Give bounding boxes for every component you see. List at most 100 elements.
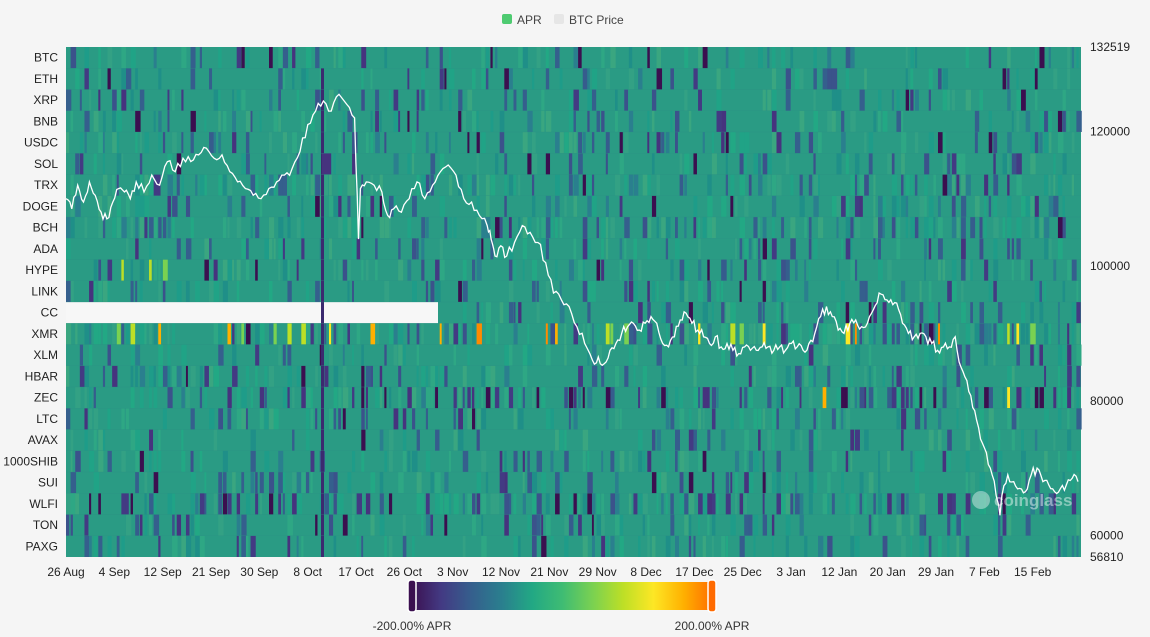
heatmap-cell: [328, 323, 332, 345]
heatmap-cell: [116, 323, 121, 345]
heatmap-cell: [711, 217, 716, 239]
heatmap-cell: [550, 302, 554, 324]
heatmap-cell: [979, 89, 983, 111]
heatmap-cell: [347, 259, 351, 281]
heatmap-cell: [965, 89, 971, 111]
heatmap-cell: [185, 514, 190, 536]
legend-item-apr[interactable]: APR: [502, 13, 542, 27]
heatmap-cell: [573, 132, 577, 154]
heatmap-cell: [269, 408, 275, 430]
heatmap-cell: [933, 174, 936, 196]
heatmap-cell: [725, 302, 731, 324]
heatmap-cell: [794, 323, 800, 345]
heatmap-cell: [988, 195, 992, 217]
heatmap-cell: [836, 323, 841, 345]
heatmap-cell: [670, 408, 675, 430]
heatmap-cell: [1048, 493, 1054, 515]
heatmap-cell: [813, 47, 817, 69]
heatmap-cell: [785, 514, 791, 536]
heatmap-cell: [125, 514, 132, 536]
visual-map-max-handle[interactable]: [707, 579, 717, 613]
heatmap-cell: [924, 174, 928, 196]
heatmap-cell: [130, 217, 134, 239]
heatmap-cell: [901, 408, 907, 430]
heatmap-cell: [176, 365, 182, 387]
heatmap-cell: [135, 132, 138, 154]
heatmap-cell: [896, 238, 901, 260]
heatmap-cell: [1044, 174, 1048, 196]
heatmap-cell: [421, 493, 425, 515]
heatmap-cell: [831, 408, 836, 430]
heatmap-cell: [1039, 387, 1044, 409]
heatmap-cell: [98, 89, 101, 111]
legend-item-btc-price[interactable]: BTC Price: [554, 13, 624, 27]
heatmap-cell: [707, 493, 713, 515]
heatmap-cell: [121, 535, 125, 557]
heatmap-cell: [758, 153, 761, 175]
heatmap-cell: [388, 89, 392, 111]
heatmap-cell: [255, 344, 260, 366]
coin-label: WLFI: [29, 497, 58, 511]
heatmap-cell: [495, 387, 500, 409]
heatmap-cell: [89, 535, 92, 557]
heatmap-cell: [550, 323, 556, 345]
heatmap-cell: [472, 174, 478, 196]
heatmap-cell: [914, 472, 920, 494]
heatmap-cell: [264, 408, 269, 430]
btc-price-tick-label: 60000: [1090, 529, 1124, 543]
heatmap-cell: [541, 217, 547, 239]
heatmap-cell: [748, 387, 754, 409]
heatmap-cell: [624, 365, 629, 387]
heatmap-cell: [1076, 323, 1080, 345]
heatmap-cell: [928, 280, 932, 302]
heatmap-cell: [564, 514, 570, 536]
heatmap-cell: [827, 493, 830, 515]
heatmap-cell: [301, 110, 306, 132]
heatmap-cell: [167, 195, 171, 217]
heatmap-cell: [458, 429, 464, 451]
heatmap-cell: [84, 514, 89, 536]
heatmap-cell: [545, 238, 550, 260]
heatmap-cell: [1039, 344, 1043, 366]
heatmap-cell: [808, 217, 812, 239]
heatmap-cell: [167, 387, 173, 409]
heatmap-cell: [135, 450, 140, 472]
heatmap-cell: [914, 132, 919, 154]
heatmap-cell: [864, 132, 867, 154]
heatmap-cell: [421, 217, 426, 239]
heatmap-cell: [93, 259, 98, 281]
heatmap-cell: [172, 535, 178, 557]
heatmap-cell: [573, 195, 578, 217]
heatmap-cell: [794, 365, 801, 387]
heatmap-cell: [716, 68, 721, 90]
heatmap-cell: [771, 110, 777, 132]
heatmap-cell: [421, 323, 424, 345]
visual-map-min-handle[interactable]: [407, 579, 417, 613]
heatmap-cell: [730, 302, 736, 324]
heatmap-cell: [619, 408, 622, 430]
heatmap-cell: [748, 514, 753, 536]
heatmap-cell: [651, 110, 655, 132]
heatmap-cell: [541, 89, 545, 111]
heatmap-cell: [75, 493, 79, 515]
heatmap-cell: [891, 323, 895, 345]
heatmap-cell: [605, 323, 610, 345]
heatmap-cell: [910, 323, 915, 345]
heatmap-cell: [947, 429, 952, 451]
heatmap-cell: [250, 450, 256, 472]
heatmap-cell: [75, 323, 78, 345]
heatmap-cell: [181, 387, 185, 409]
heatmap-cell: [684, 493, 689, 515]
heatmap-cell: [1034, 344, 1038, 366]
heatmap-cell: [1044, 110, 1048, 132]
heatmap-cell: [937, 217, 943, 239]
heatmap-cell: [961, 174, 966, 196]
heatmap-cell: [412, 450, 418, 472]
heatmap-cell: [522, 238, 528, 260]
heatmap-cell: [485, 195, 490, 217]
heatmap-cell: [305, 408, 310, 430]
heatmap-cell: [130, 259, 134, 281]
heatmap-cell: [984, 323, 989, 345]
heatmap-cell: [527, 514, 531, 536]
heatmap-cell: [213, 259, 218, 281]
